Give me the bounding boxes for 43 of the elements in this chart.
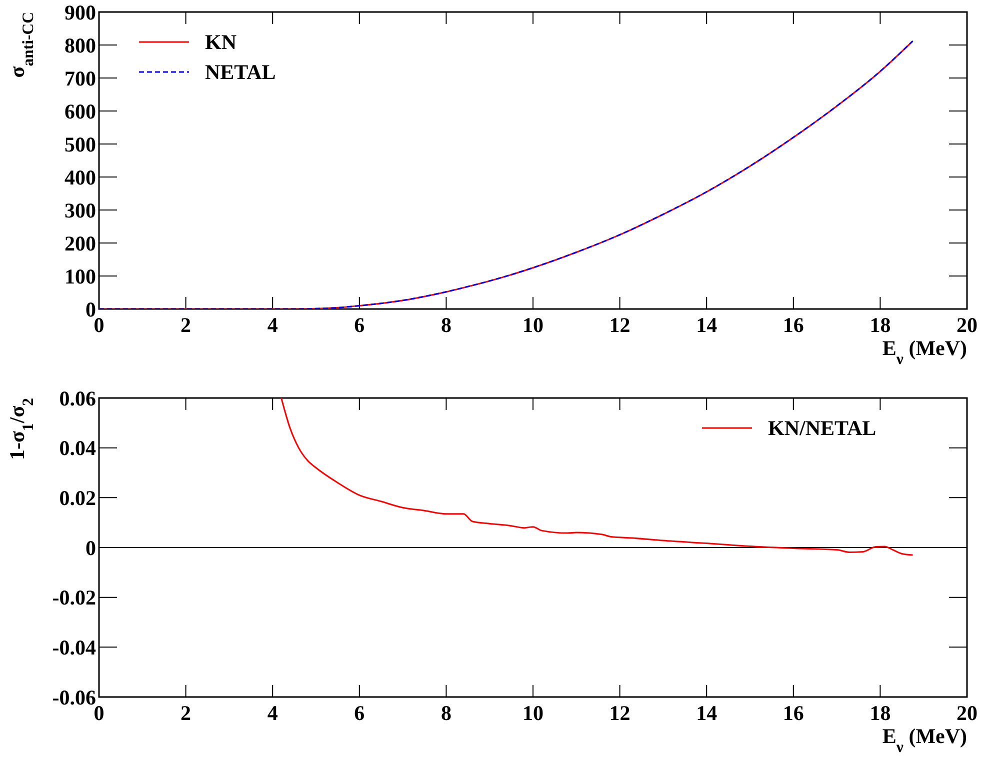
x-tick-label: 14 bbox=[696, 312, 718, 337]
x-tick-label: 16 bbox=[782, 312, 804, 337]
legend-label: NETAL bbox=[205, 60, 276, 84]
y-tick-label: 0 bbox=[86, 536, 96, 560]
y-tick-label: 500 bbox=[64, 132, 96, 156]
y-tick-label: 100 bbox=[64, 264, 96, 288]
x-tick-label: 6 bbox=[354, 700, 365, 725]
y-tick-label: 800 bbox=[64, 33, 96, 58]
x-tick-label: 6 bbox=[354, 312, 365, 337]
x-tick-label: 10 bbox=[522, 312, 544, 337]
y-tick-label: 300 bbox=[64, 198, 96, 222]
y-tick-label: -0.02 bbox=[52, 586, 96, 610]
y-tick-label: 600 bbox=[64, 99, 96, 124]
y-tick-label: 900 bbox=[64, 0, 96, 24]
x-tick-label: 8 bbox=[440, 700, 452, 725]
x-axis-title: E$_{ν}$ (MeV) bbox=[882, 336, 968, 368]
x-tick-label: 4 bbox=[267, 700, 278, 725]
x-tick-label: 12 bbox=[609, 312, 630, 337]
x-tick-label: 20 bbox=[956, 312, 978, 337]
x-tick-label: 18 bbox=[870, 312, 891, 337]
x-axis-title: E$_{ν}$ (MeV) bbox=[882, 724, 968, 756]
x-tick-label: 2 bbox=[180, 700, 192, 725]
y-tick-label: 0.04 bbox=[59, 436, 96, 460]
x-tick-label: 14 bbox=[696, 700, 718, 725]
x-tick-label: 10 bbox=[522, 700, 544, 725]
y-tick-label: 400 bbox=[64, 165, 96, 190]
y-tick-label: 200 bbox=[64, 231, 96, 256]
y-tick-label: 0 bbox=[86, 297, 96, 322]
legend-label: KN/NETAL bbox=[768, 416, 876, 440]
y-tick-label: 0.06 bbox=[59, 386, 96, 410]
x-tick-label: 2 bbox=[180, 312, 192, 337]
y-tick-label: 700 bbox=[64, 66, 96, 90]
x-tick-label: 16 bbox=[782, 700, 804, 725]
y-tick-label: 0.02 bbox=[59, 486, 96, 510]
y-tick-label: -0.06 bbox=[52, 685, 96, 710]
x-tick-label: 20 bbox=[956, 700, 978, 725]
x-tick-label: 8 bbox=[440, 312, 452, 337]
x-tick-label: 18 bbox=[870, 700, 891, 725]
legend-label: KN bbox=[205, 30, 236, 54]
line-series bbox=[280, 398, 914, 556]
y-tick-label: -0.04 bbox=[52, 636, 96, 660]
x-tick-label: 4 bbox=[267, 312, 278, 337]
x-tick-label: 12 bbox=[609, 700, 630, 725]
